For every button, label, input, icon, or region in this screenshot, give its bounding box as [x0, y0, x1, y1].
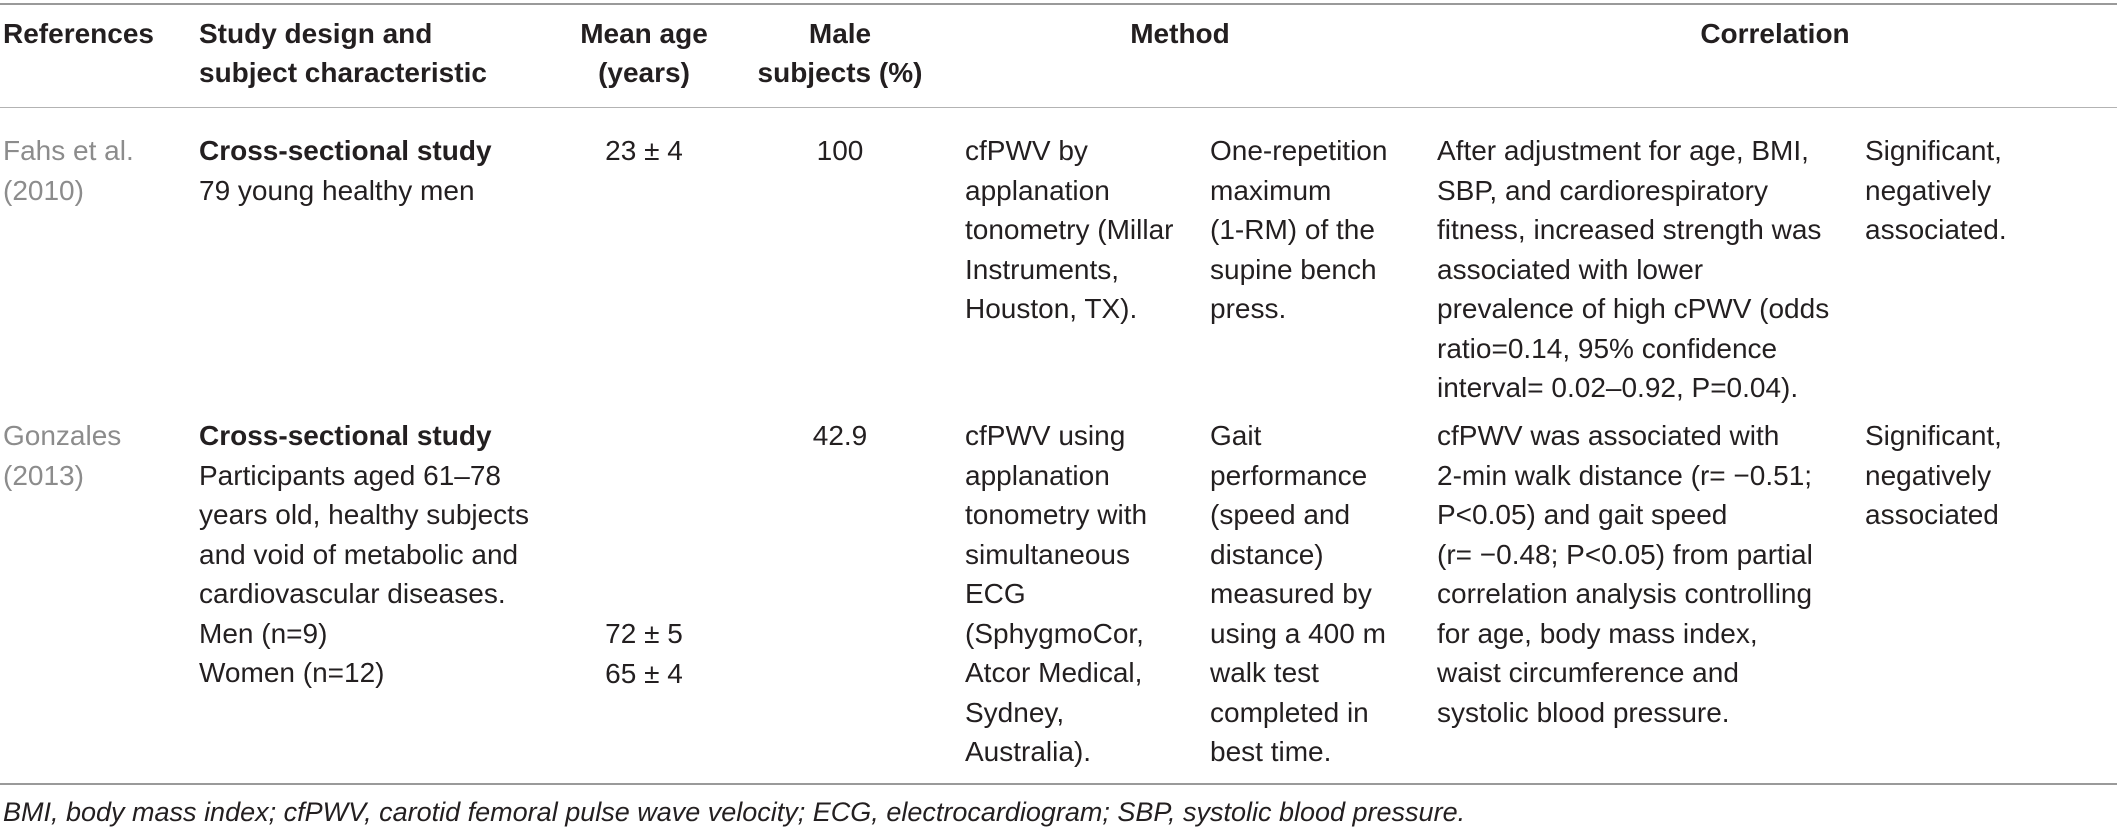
row1-study-design: Cross-sectional study 79 young healthy m…: [199, 131, 492, 210]
reference-line: Gonzales: [3, 420, 122, 451]
reference-line: (2013): [3, 459, 84, 491]
correlation-result-line: negatively: [1865, 174, 1992, 206]
method-line: applanation: [965, 174, 1110, 206]
mean-age-value: 72 ± 5: [605, 618, 683, 649]
method-line: measured by: [1210, 578, 1372, 609]
table-bottom-rule: [0, 783, 2117, 785]
mean-age-value: 65 ± 4: [605, 657, 683, 689]
method-line: Instruments,: [965, 253, 1120, 285]
study-design-line: 79 young healthy men: [199, 174, 475, 206]
correlation-line: (r= −0.48; P<0.05) from partial: [1437, 538, 1813, 570]
header-rule: [0, 107, 2117, 108]
study-design-line: Participants aged 61–78: [199, 459, 501, 491]
row2-correlation-text: cfPWV was associated with 2-min walk dis…: [1437, 416, 1813, 732]
study-design-line: years old, healthy subjects: [199, 499, 529, 530]
header-study-design: Study design and subject characteristic: [199, 14, 487, 92]
row1-reference: Fahs et al. (2010): [3, 131, 134, 210]
method-line: completed in: [1210, 696, 1369, 728]
method-line: best time.: [1210, 736, 1332, 767]
correlation-line: P<0.05) and gait speed: [1437, 499, 1728, 530]
row2-method-b: Gait performance (speed and distance) me…: [1210, 416, 1386, 772]
method-line: maximum: [1210, 174, 1332, 206]
correlation-line: waist circumference and: [1437, 657, 1739, 688]
correlation-line: After adjustment for age, BMI,: [1437, 135, 1809, 166]
method-line: tonometry (Millar: [965, 214, 1174, 245]
study-design-line: and void of metabolic and: [199, 538, 519, 570]
reference-line: Fahs et al.: [3, 135, 134, 166]
correlation-line: 2-min walk distance (r= −0.51;: [1437, 459, 1813, 491]
study-design-line: cardiovascular diseases.: [199, 578, 506, 609]
method-line: walk test: [1210, 657, 1319, 688]
method-line: Houston, TX).: [965, 293, 1138, 324]
correlation-line: for age, body mass index,: [1437, 617, 1758, 649]
study-design-title: Cross-sectional study: [199, 420, 492, 451]
row1-male-pct: 100: [816, 135, 864, 166]
method-line: cfPWV using: [965, 420, 1126, 451]
correlation-result-line: Significant,: [1865, 135, 2002, 166]
method-line: Sydney,: [965, 696, 1065, 728]
study-design-line: Men (n=9): [199, 617, 328, 649]
correlation-result-line: negatively: [1865, 459, 1992, 491]
method-line: performance: [1210, 459, 1368, 491]
method-line: (speed and: [1210, 499, 1351, 530]
row1-correlation-result: Significant, negatively associated.: [1865, 131, 2007, 250]
header-male-subjects: Male subjects (%): [750, 14, 930, 92]
header-male-subjects-line: subjects (%): [757, 57, 923, 88]
row1-method-a: cfPWV by applanation tonometry (Millar I…: [965, 131, 1173, 329]
table-top-rule: [0, 3, 2117, 5]
method-line: Australia).: [965, 736, 1092, 767]
method-line: (SphygmoCor,: [965, 617, 1144, 649]
method-line: simultaneous: [965, 538, 1130, 570]
row2-study-design: Cross-sectional study Participants aged …: [199, 416, 529, 693]
header-study-design-line: Study design and: [199, 18, 433, 49]
correlation-line: correlation analysis controlling: [1437, 578, 1813, 609]
study-design-line: Women (n=12): [199, 657, 385, 688]
correlation-line: ratio=0.14, 95% confidence: [1437, 332, 1778, 364]
method-line: using a 400 m: [1210, 617, 1386, 649]
correlation-result-line: associated: [1865, 499, 1999, 530]
header-male-subjects-line: Male: [808, 18, 872, 49]
mean-age-value: 23 ± 4: [605, 135, 683, 166]
row1-correlation-text: After adjustment for age, BMI, SBP, and …: [1437, 131, 1829, 408]
method-line: applanation: [965, 459, 1110, 491]
method-line: supine bench: [1210, 253, 1377, 285]
method-line: Gait: [1210, 420, 1262, 451]
method-line: ECG: [965, 578, 1026, 609]
study-design-title: Cross-sectional study: [199, 135, 492, 166]
correlation-line: cfPWV was associated with: [1437, 420, 1780, 451]
header-mean-age-line: (years): [598, 57, 690, 88]
header-method: Method: [1130, 18, 1230, 49]
header-study-design-line: subject characteristic: [199, 57, 487, 88]
row1-mean-age: 23 ± 4: [580, 131, 708, 171]
header-references: References: [3, 18, 154, 49]
method-line: Atcor Medical,: [965, 657, 1143, 688]
correlation-line: SBP, and cardiorespiratory: [1437, 174, 1768, 206]
method-line: distance): [1210, 538, 1324, 570]
row2-method-a: cfPWV using applanation tonometry with s…: [965, 416, 1147, 772]
row1-method-b: One-repetition maximum (1-RM) of the sup…: [1210, 131, 1387, 329]
method-line: cfPWV by: [965, 135, 1088, 166]
row2-male-pct: 42.9: [812, 420, 868, 451]
correlation-line: systolic blood pressure.: [1437, 696, 1730, 728]
method-line: One-repetition: [1210, 135, 1388, 166]
correlation-line: prevalence of high cPWV (odds: [1437, 293, 1830, 324]
correlation-line: fitness, increased strength was: [1437, 214, 1822, 245]
row2-mean-age: 72 ± 5 65 ± 4: [580, 614, 708, 693]
method-line: press.: [1210, 293, 1287, 324]
header-correlation: Correlation: [1700, 18, 1850, 49]
method-line: tonometry with: [965, 499, 1148, 530]
header-mean-age-line: Mean age: [580, 18, 708, 49]
row2-reference: Gonzales (2013): [3, 416, 121, 495]
correlation-line: associated with lower: [1437, 253, 1704, 285]
header-mean-age: Mean age (years): [580, 14, 708, 92]
method-line: (1-RM) of the: [1210, 214, 1375, 245]
row2-correlation-result: Significant, negatively associated: [1865, 416, 2002, 535]
correlation-line: interval= 0.02–0.92, P=0.04).: [1437, 372, 1799, 403]
correlation-result-line: Significant,: [1865, 420, 2002, 451]
reference-line: (2010): [3, 174, 84, 206]
correlation-result-line: associated.: [1865, 214, 2007, 245]
table-footnote: BMI, body mass index; cfPWV, carotid fem…: [3, 797, 1466, 827]
